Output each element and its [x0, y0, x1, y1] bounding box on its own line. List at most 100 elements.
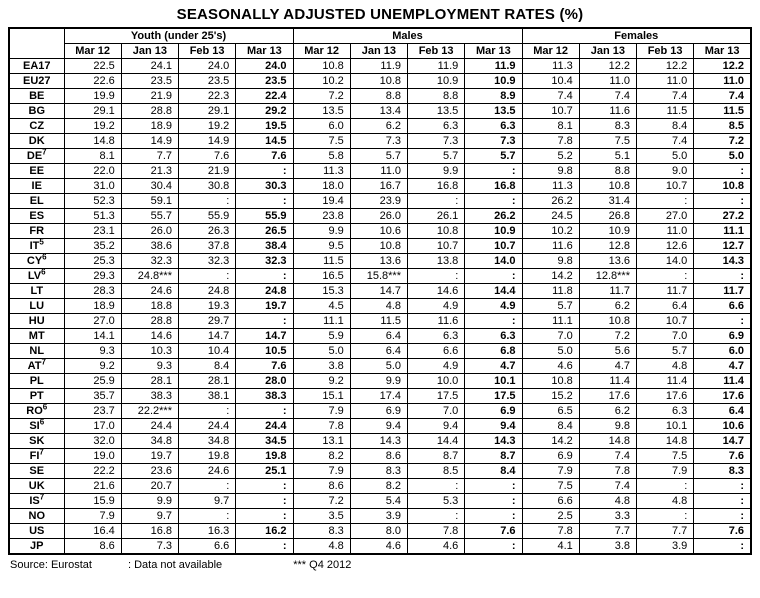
value-cell: 3.9 — [635, 538, 695, 555]
value-cell: 12.8*** — [578, 268, 638, 284]
value-cell: 9.9 — [349, 373, 409, 389]
value-cell: 4.8 — [635, 493, 695, 509]
value-cell: 9.3 — [120, 358, 180, 374]
value-cell: 14.3 — [464, 433, 523, 449]
country-label: JP — [8, 538, 65, 555]
value-cell: 28.1 — [177, 373, 237, 389]
value-cell: 22.4 — [235, 88, 294, 104]
value-cell: 24.8*** — [120, 268, 180, 284]
col-header-jan-13: Jan 13 — [349, 43, 409, 59]
value-cell: 7.3 — [120, 538, 180, 555]
value-cell: 29.2 — [235, 103, 294, 119]
value-cell: 29.7 — [177, 313, 237, 329]
value-cell: 9.9 — [406, 163, 466, 179]
value-cell: 13.5 — [464, 103, 523, 119]
value-cell: 7.0 — [635, 328, 695, 344]
value-cell: 28.1 — [120, 373, 180, 389]
col-header-feb-13: Feb 13 — [635, 43, 695, 59]
value-cell: 17.5 — [406, 388, 466, 404]
value-cell: 9.3 — [63, 343, 122, 359]
value-cell: 7.6 — [693, 448, 752, 464]
value-cell: 17.6 — [693, 388, 752, 404]
value-cell: 14.7 — [235, 328, 294, 344]
value-cell: 10.7 — [635, 178, 695, 194]
value-cell: 9.7 — [120, 508, 180, 524]
value-cell: 4.7 — [464, 358, 523, 374]
value-cell: 22.2 — [63, 463, 122, 479]
value-cell: 15.3 — [292, 283, 351, 299]
value-cell: : — [464, 538, 523, 555]
value-cell: 31.0 — [63, 178, 122, 194]
value-cell: 11.0 — [349, 163, 409, 179]
value-cell: 51.3 — [63, 208, 122, 224]
value-cell: 10.8 — [521, 373, 580, 389]
value-cell: 9.8 — [521, 253, 580, 269]
value-cell: 19.4 — [292, 193, 351, 209]
value-cell: 11.6 — [406, 313, 466, 329]
value-cell: : — [464, 193, 523, 209]
value-cell: 7.4 — [578, 448, 638, 464]
value-cell: : — [464, 478, 523, 494]
value-cell: 17.6 — [578, 388, 638, 404]
value-cell: 22.3 — [177, 88, 237, 104]
value-cell: 4.5 — [292, 298, 351, 314]
value-cell: 10.2 — [521, 223, 580, 239]
country-label: CY6 — [8, 253, 65, 269]
value-cell: 28.3 — [63, 283, 122, 299]
country-label: AT7 — [8, 358, 65, 374]
value-cell: 7.6 — [177, 148, 237, 164]
value-cell: 6.6 — [406, 343, 466, 359]
value-cell: 8.1 — [63, 148, 122, 164]
country-label: PL — [8, 373, 65, 389]
table-row-hu: HU 27.0 28.8 29.7:11.1 11.5 11.6:11.1 10.8 10.7… — [8, 313, 752, 329]
value-cell: 14.9 — [120, 133, 180, 149]
value-cell: 4.8 — [349, 298, 409, 314]
value-cell: 15.8*** — [349, 268, 409, 284]
value-cell: 8.3 — [349, 463, 409, 479]
value-cell: 7.5 — [578, 133, 638, 149]
value-cell: : — [693, 163, 752, 179]
value-cell: 19.3 — [177, 298, 237, 314]
value-cell: 7.0 — [406, 403, 466, 419]
value-cell: 14.2 — [521, 433, 580, 449]
value-cell: 7.3 — [406, 133, 466, 149]
value-cell: 6.9 — [521, 448, 580, 464]
value-cell: 10.7 — [406, 238, 466, 254]
table-row-cy: CY6 25.3 32.3 32.3 32.3 11.5 13.6 13.8 14.0 9.8 13… — [8, 253, 752, 269]
table-row-si: SI6 17.0 24.4 24.4 24.4 7.8 9.4 9.4 9.4 8.4 9.8 10.… — [8, 418, 752, 434]
value-cell: 14.7 — [177, 328, 237, 344]
value-cell: : — [693, 268, 752, 284]
group-header-youth: Youth (under 25's) — [63, 27, 294, 44]
value-cell: 9.8 — [521, 163, 580, 179]
value-cell: 5.0 — [693, 148, 752, 164]
table-row-lv: LV6 29.3 24.8***::16.5 15.8***::14.2 12.8***… — [8, 268, 752, 284]
value-cell: 10.8 — [406, 223, 466, 239]
value-cell: : — [177, 403, 237, 419]
value-cell: 11.0 — [635, 73, 695, 89]
value-cell: 7.9 — [292, 463, 351, 479]
value-cell: : — [177, 268, 237, 284]
value-cell: 6.8 — [464, 343, 523, 359]
value-cell: : — [693, 313, 752, 329]
value-cell: 7.3 — [464, 133, 523, 149]
value-cell: 11.7 — [693, 283, 752, 299]
value-cell: 6.3 — [464, 328, 523, 344]
value-cell: 17.5 — [464, 388, 523, 404]
value-cell: 13.6 — [349, 253, 409, 269]
value-cell: 5.7 — [349, 148, 409, 164]
value-cell: 14.0 — [464, 253, 523, 269]
value-cell: 11.9 — [349, 58, 409, 74]
value-cell: 22.2*** — [120, 403, 180, 419]
value-cell: 21.9 — [177, 163, 237, 179]
value-cell: 14.4 — [406, 433, 466, 449]
value-cell: 16.4 — [63, 523, 122, 539]
value-cell: 55.9 — [235, 208, 294, 224]
table-row-mt: MT 14.1 14.6 14.7 14.7 5.9 6.4 6.3 6.3 7.0 7.2 7.0 6… — [8, 328, 752, 344]
country-label: EA17 — [8, 58, 65, 74]
value-cell: 7.6 — [235, 358, 294, 374]
value-cell: 9.7 — [177, 493, 237, 509]
value-cell: 21.6 — [63, 478, 122, 494]
value-cell: 7.2 — [578, 328, 638, 344]
value-cell: 7.5 — [635, 448, 695, 464]
value-cell: 29.1 — [63, 103, 122, 119]
